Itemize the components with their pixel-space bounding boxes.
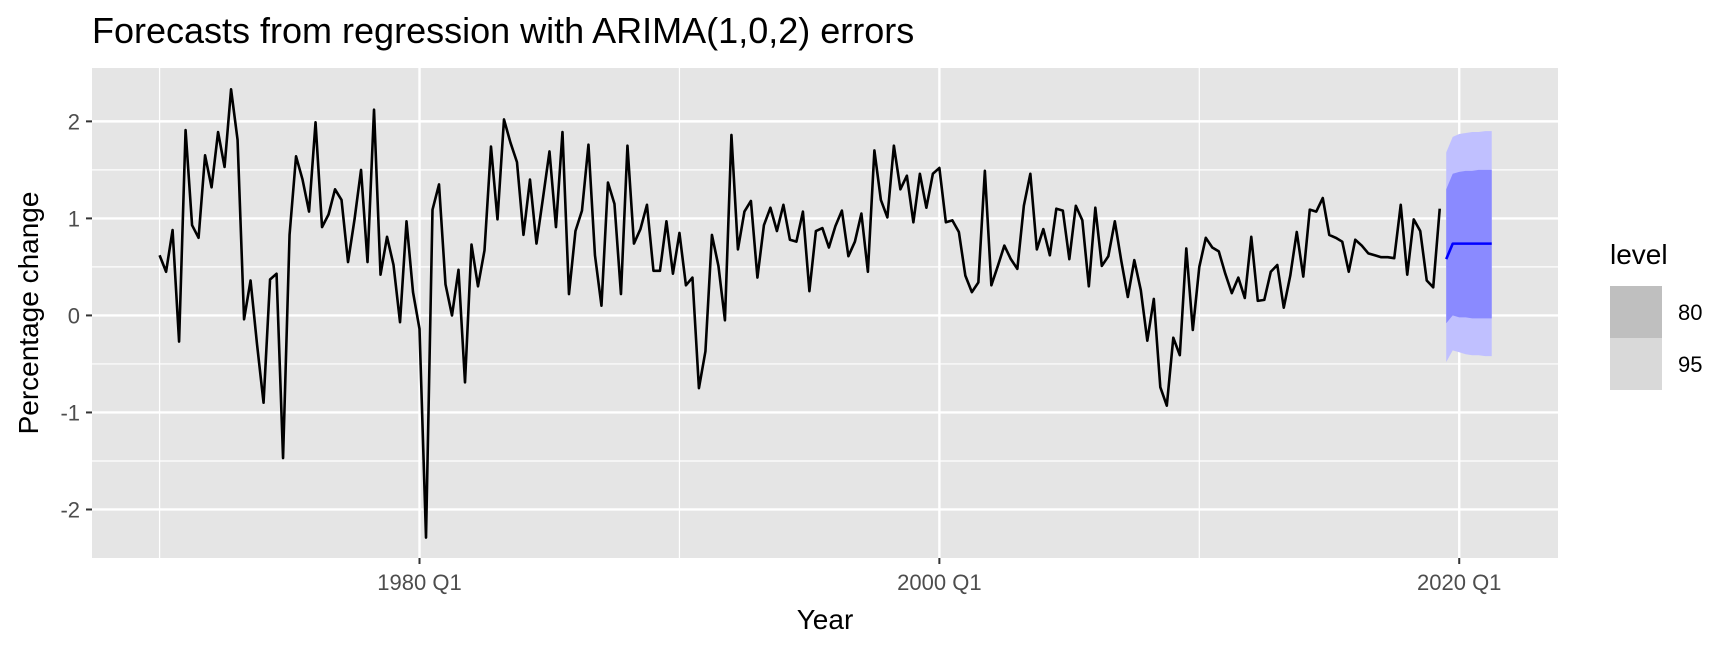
minor-gridlines [92, 68, 1558, 558]
series-lines [158, 88, 1492, 539]
legend-key-80 [1610, 286, 1662, 338]
y-tick-label: -1 [60, 400, 80, 425]
forecast-mean-line [1445, 242, 1492, 260]
y-axis-title: Percentage change [13, 192, 44, 435]
chart-title: Forecasts from regression with ARIMA(1,0… [92, 10, 914, 51]
major-gridlines [92, 68, 1558, 558]
x-tick-label: 2020 Q1 [1417, 570, 1501, 595]
legend-label-80: 80 [1678, 300, 1702, 325]
legend: level 80 95 [1610, 239, 1702, 390]
legend-label-95: 95 [1678, 352, 1702, 377]
x-tick-label: 2000 Q1 [897, 570, 981, 595]
legend-key-95 [1610, 338, 1662, 390]
legend-title: level [1610, 239, 1668, 270]
historical-series-line [158, 88, 1442, 539]
forecast-intervals [1446, 131, 1492, 362]
plot-panel [92, 68, 1558, 558]
x-axis-title: Year [797, 604, 854, 635]
y-tick-label: 0 [68, 303, 80, 328]
y-axis: -2 -1 0 1 2 [60, 109, 92, 522]
y-tick-label: 1 [68, 206, 80, 231]
y-tick-label: -2 [60, 497, 80, 522]
y-tick-label: 2 [68, 109, 80, 134]
forecast-band-80 [1446, 169, 1492, 324]
x-tick-label: 1980 Q1 [377, 570, 461, 595]
x-axis: 1980 Q1 2000 Q1 2020 Q1 [377, 558, 1501, 595]
